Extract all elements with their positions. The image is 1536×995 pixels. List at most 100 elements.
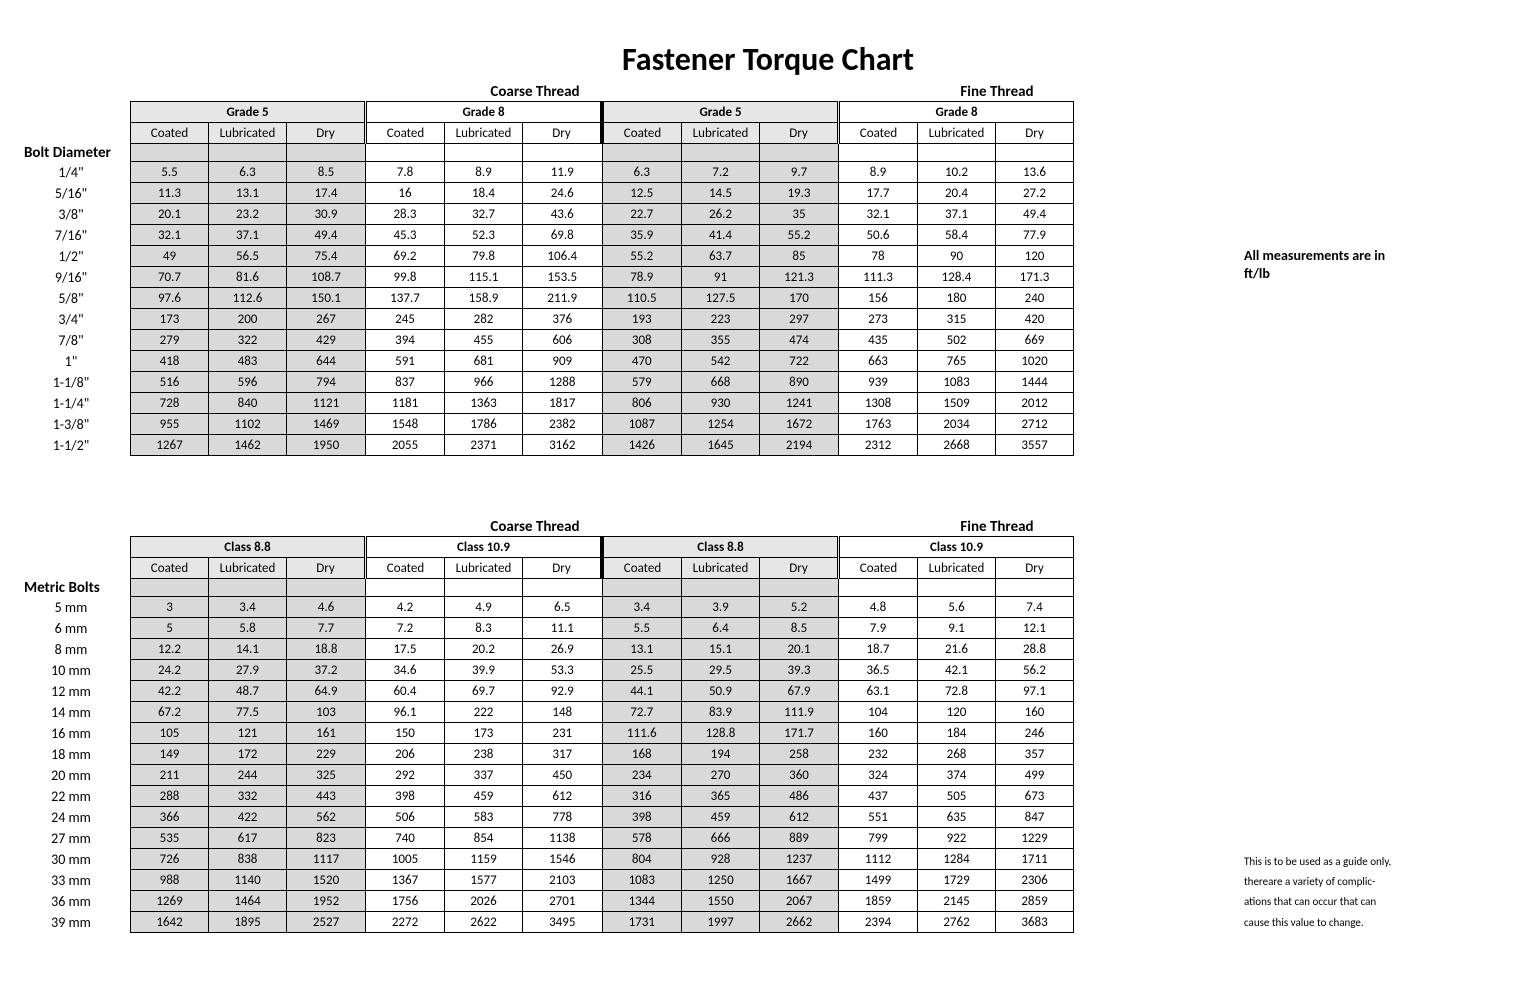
data-cell: 1426 xyxy=(602,435,682,456)
data-cell: 222 xyxy=(445,702,523,723)
condition-header: Lubricated xyxy=(445,123,523,144)
data-cell: 77.9 xyxy=(996,225,1074,246)
data-cell: 2026 xyxy=(445,891,523,912)
spacer-cell xyxy=(131,144,209,162)
data-cell: 5 xyxy=(131,618,209,639)
data-cell: 1499 xyxy=(839,870,918,891)
data-cell: 8.9 xyxy=(445,162,523,183)
data-cell: 7.2 xyxy=(682,162,760,183)
spacer-cell xyxy=(918,144,996,162)
data-cell: 55.2 xyxy=(760,225,839,246)
data-cell: 2701 xyxy=(523,891,603,912)
data-cell: 838 xyxy=(209,849,287,870)
data-cell: 8.9 xyxy=(839,162,918,183)
data-cell: 32.7 xyxy=(445,204,523,225)
data-cell: 2055 xyxy=(366,435,445,456)
row-label: 1/4" xyxy=(18,162,131,183)
data-cell: 455 xyxy=(445,330,523,351)
data-cell: 24.6 xyxy=(523,183,603,204)
data-cell: 99.8 xyxy=(366,267,445,288)
data-cell: 4.6 xyxy=(287,597,366,618)
condition-header: Dry xyxy=(523,123,603,144)
condition-header: Dry xyxy=(523,558,603,579)
data-cell: 1667 xyxy=(760,870,839,891)
data-cell: 184 xyxy=(918,723,996,744)
data-cell: 17.5 xyxy=(366,639,445,660)
data-cell: 48.7 xyxy=(209,681,287,702)
row-label: 8 mm xyxy=(18,639,131,660)
data-cell: 32.1 xyxy=(131,225,209,246)
data-cell: 111.9 xyxy=(760,702,839,723)
data-cell: 43.6 xyxy=(523,204,603,225)
data-cell: 443 xyxy=(287,786,366,807)
data-cell: 2712 xyxy=(996,414,1074,435)
data-cell: 806 xyxy=(602,393,682,414)
data-cell: 108.7 xyxy=(287,267,366,288)
data-cell: 1729 xyxy=(918,870,996,891)
data-cell: 1550 xyxy=(682,891,760,912)
data-cell: 2306 xyxy=(996,870,1074,891)
data-cell: 97.6 xyxy=(131,288,209,309)
data-cell: 268 xyxy=(918,744,996,765)
data-cell: 292 xyxy=(366,765,445,786)
data-cell: 1997 xyxy=(682,912,760,933)
data-cell: 486 xyxy=(760,786,839,807)
data-cell: 120 xyxy=(996,246,1074,267)
data-cell: 778 xyxy=(523,807,603,828)
data-cell: 1672 xyxy=(760,414,839,435)
data-cell: 728 xyxy=(131,393,209,414)
data-cell: 17.7 xyxy=(839,183,918,204)
data-cell: 149 xyxy=(131,744,209,765)
data-cell: 81.6 xyxy=(209,267,287,288)
data-cell: 110.5 xyxy=(602,288,682,309)
data-cell: 105 xyxy=(131,723,209,744)
condition-header: Lubricated xyxy=(445,558,523,579)
condition-header: Coated xyxy=(602,558,682,579)
data-cell: 67.2 xyxy=(131,702,209,723)
page-title: Fastener Torque Chart xyxy=(18,40,1518,79)
spacer-cell xyxy=(209,144,287,162)
data-cell: 578 xyxy=(602,828,682,849)
data-cell: 50.9 xyxy=(682,681,760,702)
grade-header: Grade 5 xyxy=(131,102,366,123)
spacer-cell xyxy=(839,579,918,597)
spacer-cell xyxy=(287,144,366,162)
data-cell: 170 xyxy=(760,288,839,309)
data-cell: 111.6 xyxy=(602,723,682,744)
data-cell: 104 xyxy=(839,702,918,723)
data-cell: 69.8 xyxy=(523,225,603,246)
data-cell: 357 xyxy=(996,744,1074,765)
condition-header: Coated xyxy=(602,123,682,144)
data-cell: 92.9 xyxy=(523,681,603,702)
data-cell: 211.9 xyxy=(523,288,603,309)
data-cell: 70.7 xyxy=(131,267,209,288)
spacer-cell xyxy=(918,579,996,597)
data-cell: 35 xyxy=(760,204,839,225)
data-cell: 2662 xyxy=(760,912,839,933)
data-cell: 2622 xyxy=(445,912,523,933)
data-cell: 2859 xyxy=(996,891,1074,912)
data-cell: 173 xyxy=(445,723,523,744)
data-cell: 22.7 xyxy=(602,204,682,225)
data-cell: 765 xyxy=(918,351,996,372)
data-cell: 1267 xyxy=(131,435,209,456)
spacer-cell xyxy=(682,144,760,162)
data-cell: 1288 xyxy=(523,372,603,393)
row-label: 1/2" xyxy=(18,246,131,267)
data-cell: 267 xyxy=(287,309,366,330)
data-cell: 823 xyxy=(287,828,366,849)
data-cell: 200 xyxy=(209,309,287,330)
data-cell: 450 xyxy=(523,765,603,786)
data-cell: 50.6 xyxy=(839,225,918,246)
data-cell: 20.1 xyxy=(760,639,839,660)
data-cell: 2312 xyxy=(839,435,918,456)
data-cell: 211 xyxy=(131,765,209,786)
data-cell: 26.9 xyxy=(523,639,603,660)
data-cell: 288 xyxy=(131,786,209,807)
data-cell: 1117 xyxy=(287,849,366,870)
data-cell: 583 xyxy=(445,807,523,828)
data-cell: 27.9 xyxy=(209,660,287,681)
data-cell: 4.8 xyxy=(839,597,918,618)
grade-header: Grade 5 xyxy=(602,102,839,123)
data-cell: 193 xyxy=(602,309,682,330)
